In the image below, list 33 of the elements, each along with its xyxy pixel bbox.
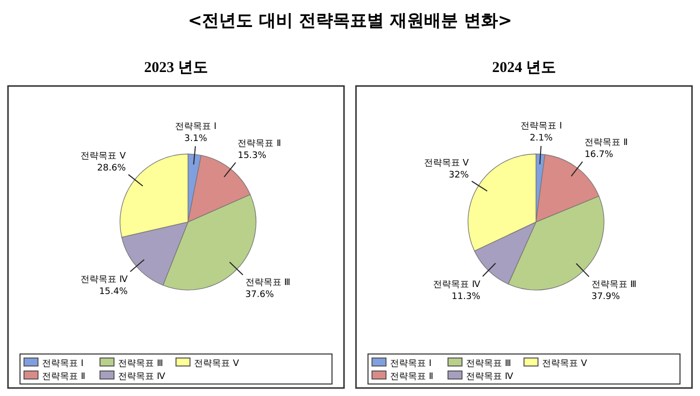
legend-label: 전략목표 Ⅲ	[466, 359, 512, 369]
data-label: 16.7%	[584, 150, 614, 160]
slice-label: 전략목표 Ⅰ	[520, 122, 562, 132]
data-label: 3.1%	[184, 134, 208, 144]
legend-label: 전략목표 Ⅱ	[42, 372, 86, 382]
chart-subtitle: 2024 년도	[492, 60, 556, 76]
legend-label: 전략목표 Ⅳ	[118, 372, 166, 382]
data-label: 28.6%	[97, 163, 126, 174]
slice-label: 전략목표 Ⅲ	[245, 278, 290, 288]
slice-label: 전략목표 Ⅱ	[584, 138, 628, 148]
legend-label: 전략목표 Ⅴ	[542, 359, 588, 369]
data-label: 37.6%	[245, 290, 274, 300]
slice-label: 전략목표 Ⅳ	[433, 280, 481, 290]
slice-label: 전략목표 Ⅴ	[80, 151, 127, 162]
slice-label: 전략목표 Ⅳ	[80, 274, 128, 285]
data-label: 11.3%	[452, 292, 481, 302]
legend-label: 전략목표 Ⅴ	[194, 359, 240, 369]
legend-label: 전략목표 Ⅳ	[466, 372, 514, 382]
data-label: 2.1%	[530, 134, 554, 144]
legend-label: 전략목표 Ⅰ	[390, 359, 432, 369]
slice-label: 전략목표 Ⅲ	[591, 280, 636, 290]
data-label: 15.4%	[99, 286, 128, 297]
data-label: 32%	[448, 170, 470, 180]
slice-label: 전략목표 Ⅰ	[174, 122, 216, 132]
slice-label: 전략목표 Ⅱ	[238, 138, 282, 149]
data-label: 37.9%	[591, 292, 620, 302]
legend-label: 전략목표 Ⅱ	[390, 372, 434, 382]
chart-title: <전년도 대비 전략목표별 재원배분 변화>	[188, 11, 512, 31]
slice-label: 전략목표 Ⅴ	[424, 158, 470, 168]
legend-label: 전략목표 Ⅰ	[42, 359, 84, 369]
chart-subtitle: 2023 년도	[144, 60, 208, 76]
legend-label: 전략목표 Ⅲ	[118, 359, 164, 369]
data-label: 15.3%	[238, 150, 267, 161]
